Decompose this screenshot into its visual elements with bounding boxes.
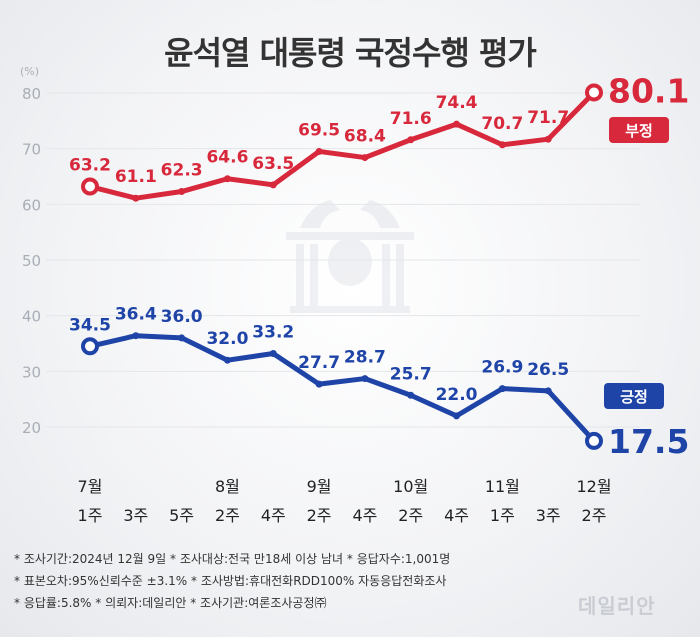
negative-data-point xyxy=(81,177,99,196)
negative-legend-badge xyxy=(609,117,669,143)
x-month-label: 9월 xyxy=(307,477,332,496)
positive-legend-badge xyxy=(604,383,664,409)
y-tick-label: 80 xyxy=(22,85,41,103)
positive-data-point xyxy=(178,334,186,342)
grid-lines xyxy=(46,92,640,428)
y-axis: 80 70 60 50 40 30 20 (%) xyxy=(20,65,41,437)
survey-note: * 조사기간:2024년 12월 9일 * 조사대상:전국 만18세 이상 남녀… xyxy=(14,552,451,566)
positive-data-point xyxy=(544,387,552,395)
positive-data-point xyxy=(407,391,415,399)
x-week-label: 1주 xyxy=(78,506,103,525)
negative-data-point xyxy=(223,175,231,183)
negative-data-label: 68.4 xyxy=(344,127,386,147)
negative-data-point xyxy=(407,136,415,144)
survey-notes: * 조사기간:2024년 12월 9일 * 조사대상:전국 만18세 이상 남녀… xyxy=(14,548,574,614)
x-week-label: 2주 xyxy=(215,506,240,525)
presidential-seal-watermark xyxy=(286,200,414,313)
negative-data-point xyxy=(269,181,277,189)
x-week-label: 5주 xyxy=(169,506,194,525)
x-week-label: 2주 xyxy=(307,506,332,525)
x-month-label: 11월 xyxy=(485,477,520,496)
negative-data-label: 63.5 xyxy=(252,154,294,174)
negative-data-point xyxy=(315,147,323,155)
positive-data-label: 28.7 xyxy=(344,348,386,368)
positive-data-label: 27.7 xyxy=(298,353,340,373)
negative-data-point xyxy=(361,154,369,162)
survey-note: * 표본오차:95%신뢰수준 ±3.1% * 조사방법:휴대전화RDD100% … xyxy=(14,574,447,588)
y-tick-label: 40 xyxy=(22,308,41,326)
positive-data-label: 25.7 xyxy=(390,364,432,384)
series-layer: 63.261.1 62.364.6 63.569.5 68.471.674.470.7… xyxy=(69,71,689,460)
negative-legend-label: 부정 xyxy=(625,122,653,140)
dailian-logo: 데일리안 xyxy=(578,594,656,618)
negative-data-point xyxy=(178,188,186,196)
positive-data-point xyxy=(361,375,369,383)
x-month-label: 8월 xyxy=(215,477,240,496)
y-tick-label: 50 xyxy=(22,252,41,270)
positive-data-point xyxy=(585,431,603,450)
positive-data-point xyxy=(315,380,323,388)
negative-data-label: 63.2 xyxy=(69,156,111,176)
negative-data-point xyxy=(544,135,552,143)
x-axis: 7월 1주 3주 5주 8월 2주 4주 9월 2주 4주 10월 2주 4주 11월 1주 3주 12월 2주 xyxy=(78,477,612,525)
x-week-label: 4주 xyxy=(352,506,377,525)
positive-data-label: 32.0 xyxy=(206,329,248,349)
negative-data-label: 70.7 xyxy=(481,114,523,134)
positive-data-label: 26.5 xyxy=(527,360,569,380)
negative-data-point xyxy=(498,141,506,149)
positive-data-point xyxy=(498,385,506,393)
negative-data-label: 64.6 xyxy=(206,148,248,168)
negative-series-line xyxy=(87,89,597,201)
positive-data-point xyxy=(223,356,231,364)
positive-latest-value: 17.5 xyxy=(608,422,689,461)
x-week-label: 4주 xyxy=(444,506,469,525)
negative-data-point xyxy=(585,83,603,102)
positive-data-label: 33.2 xyxy=(252,323,294,343)
positive-legend-label: 긍정 xyxy=(620,388,648,406)
x-month-label: 12월 xyxy=(576,477,611,496)
line-chart: 80 70 60 50 40 30 20 (%) 7월 1주 3주 5주 8월 2주 4주 9월 2주 4주 10… xyxy=(20,65,689,525)
positive-data-label: 36.4 xyxy=(115,305,157,325)
positive-data-label: 34.5 xyxy=(69,315,111,335)
y-tick-label: 60 xyxy=(22,196,41,214)
positive-data-label: 36.0 xyxy=(161,307,203,327)
negative-data-label: 71.7 xyxy=(527,108,569,128)
y-tick-label: 20 xyxy=(22,419,41,437)
positive-data-point xyxy=(453,412,461,420)
x-week-label: 1주 xyxy=(490,506,515,525)
positive-data-point xyxy=(269,350,277,358)
x-month-label: 7월 xyxy=(78,477,103,496)
x-week-label: 4주 xyxy=(261,506,286,525)
negative-latest-value: 80.1 xyxy=(608,71,689,110)
x-week-label: 3주 xyxy=(123,506,148,525)
positive-series-line xyxy=(87,333,597,444)
survey-note: * 응답률:5.8% * 의뢰자:데일리안 * 조사기관:여론조사공정㈜ xyxy=(14,596,327,610)
negative-data-point xyxy=(132,194,140,202)
negative-data-label: 62.3 xyxy=(161,161,203,181)
y-axis-unit: (%) xyxy=(20,65,39,78)
negative-data-label: 74.4 xyxy=(436,93,478,113)
x-month-label: 10월 xyxy=(393,477,428,496)
negative-data-label: 71.6 xyxy=(390,109,432,129)
x-week-label: 2주 xyxy=(398,506,423,525)
positive-data-label: 22.0 xyxy=(436,385,478,405)
positive-data-label: 26.9 xyxy=(481,358,523,378)
positive-data-point xyxy=(132,332,140,340)
x-week-label: 2주 xyxy=(582,506,607,525)
chart-title: 윤석열 대통령 국정수행 평가 xyxy=(164,34,537,72)
negative-data-point xyxy=(453,120,461,128)
x-week-label: 3주 xyxy=(536,506,561,525)
positive-data-point xyxy=(81,337,99,356)
y-tick-label: 70 xyxy=(22,141,41,159)
negative-data-label: 69.5 xyxy=(298,120,340,140)
y-tick-label: 30 xyxy=(22,363,41,381)
negative-data-label: 61.1 xyxy=(115,167,157,187)
